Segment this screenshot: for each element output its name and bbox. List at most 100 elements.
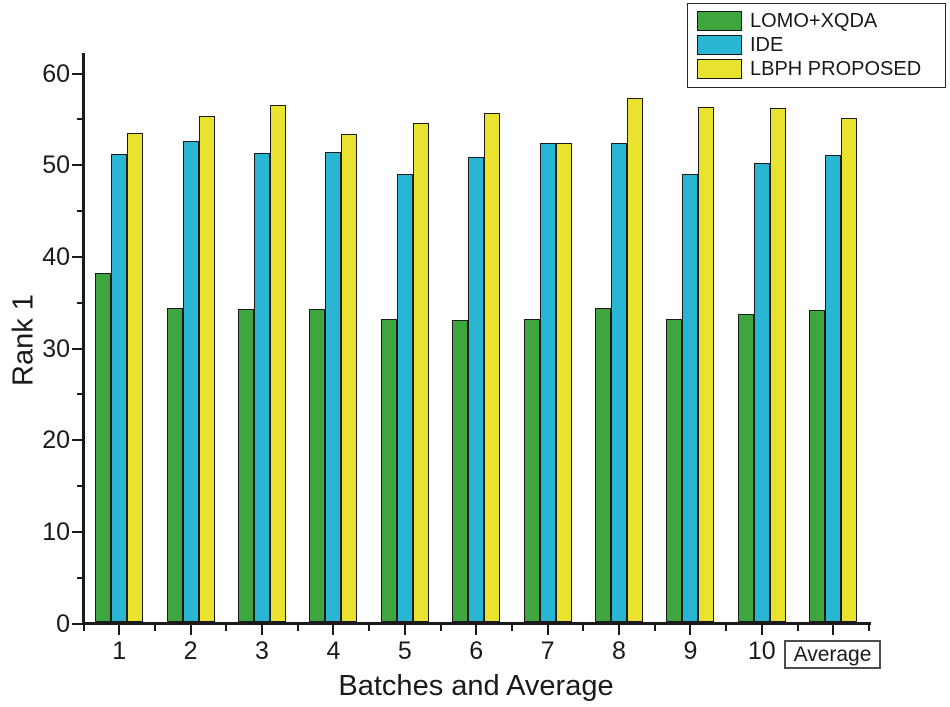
y-minor-tick [77,301,82,304]
legend-swatch-icon [697,11,742,31]
y-minor-tick [77,210,82,212]
y-major-tick [72,255,82,258]
x-minor-tick [653,625,656,631]
bar-lomo-xqda-7 [523,319,540,622]
bar-lomo-xqda-average [809,310,826,622]
x-minor-tick [796,625,799,631]
bar-ide-3 [254,153,270,622]
x-tick-label: 7 [540,637,555,665]
y-minor-tick [77,576,82,579]
x-minor-tick [725,625,728,631]
x-major-tick [118,625,121,635]
y-major-tick [72,530,82,533]
x-minor-tick [153,625,156,631]
bar-lomo-xqda-2 [166,308,183,622]
bar-lomo-xqda-10 [737,314,754,622]
x-major-tick [403,625,406,635]
x-major-tick [189,625,192,635]
x-tick-label: 4 [326,637,341,665]
bar-lbph-proposed-average [841,118,858,622]
bar-ide-8 [611,143,627,622]
bar-lomo-xqda-3 [238,309,254,622]
y-tick-label: 10 [42,517,70,546]
bar-ide-1 [111,154,128,622]
legend-label: LBPH PROPOSED [750,57,922,80]
bar-ide-5 [396,174,413,622]
x-major-tick [689,625,692,635]
x-minor-tick [867,625,870,631]
x-major-tick [475,625,478,635]
bar-ide-7 [539,143,556,622]
y-major-tick [72,622,82,625]
x-major-tick [261,625,263,635]
y-minor-tick [77,393,82,396]
x-axis-line [82,622,871,625]
bar-lomo-xqda-6 [452,320,469,622]
bar-lbph-proposed-8 [627,98,643,622]
y-minor-tick [77,118,82,121]
x-tick-label: 9 [683,637,698,665]
y-major-tick [72,164,82,167]
bar-lbph-proposed-1 [127,133,144,622]
x-tick-label: 3 [255,637,269,665]
bar-ide-average [825,155,842,622]
bar-lomo-xqda-4 [309,309,326,622]
x-minor-tick [225,625,228,631]
bar-lbph-proposed-10 [769,108,786,622]
legend-item-ide: IDE [697,33,945,57]
y-minor-tick [77,485,82,487]
x-major-tick [760,625,763,635]
legend-label: LOMO+XQDA [750,9,878,32]
y-major-tick [72,72,82,75]
y-tick-label: 40 [42,242,70,271]
bar-lomo-xqda-1 [95,273,112,622]
bar-lbph-proposed-4 [341,134,358,622]
x-axis-title: Batches and Average [338,670,614,702]
bar-ide-2 [182,141,199,622]
x-tick-label: 6 [469,637,484,665]
x-tick-label: 5 [397,637,412,665]
average-category-label: Average [784,640,881,669]
bar-lomo-xqda-9 [666,319,683,622]
x-minor-tick [582,625,585,631]
bar-ide-10 [753,163,770,622]
legend: LOMO+XQDA IDE LBPH PROPOSED [687,3,946,88]
x-tick-label: 10 [747,637,776,665]
x-major-tick [832,625,835,635]
y-major-tick [72,439,82,442]
x-major-tick [332,625,335,635]
legend-item-lbph-proposed: LBPH PROPOSED [697,57,945,81]
x-minor-tick [439,625,442,631]
x-minor-tick [296,625,299,631]
x-major-tick [546,625,549,635]
legend-swatch-icon [697,59,742,79]
y-tick-label: 20 [42,426,70,455]
bar-lbph-proposed-3 [270,105,286,622]
x-major-tick [618,625,620,635]
bar-ide-4 [325,152,342,622]
bar-lbph-proposed-7 [555,143,572,622]
x-minor-tick [368,625,371,631]
bar-lomo-xqda-5 [380,319,397,622]
bar-ide-6 [468,157,485,622]
bar-lbph-proposed-2 [198,116,215,622]
bar-ide-9 [682,174,699,622]
legend-swatch-icon [697,35,742,55]
x-tick-label: 2 [183,637,198,665]
bar-lbph-proposed-6 [484,113,501,622]
x-minor-tick [82,625,85,631]
y-tick-label: 30 [42,334,70,363]
y-tick-label: 50 [42,151,70,180]
legend-label: IDE [750,33,784,56]
bar-lomo-xqda-8 [595,308,611,622]
y-tick-label: 0 [56,609,70,638]
x-tick-label: 1 [112,637,127,665]
bar-lbph-proposed-9 [698,107,715,622]
y-major-tick [72,347,82,350]
y-tick-label: 60 [42,59,70,88]
bar-lbph-proposed-5 [412,123,429,622]
y-axis-line [82,53,85,625]
legend-item-lomo-xqda: LOMO+XQDA [697,9,945,33]
x-tick-label: 8 [612,637,626,665]
